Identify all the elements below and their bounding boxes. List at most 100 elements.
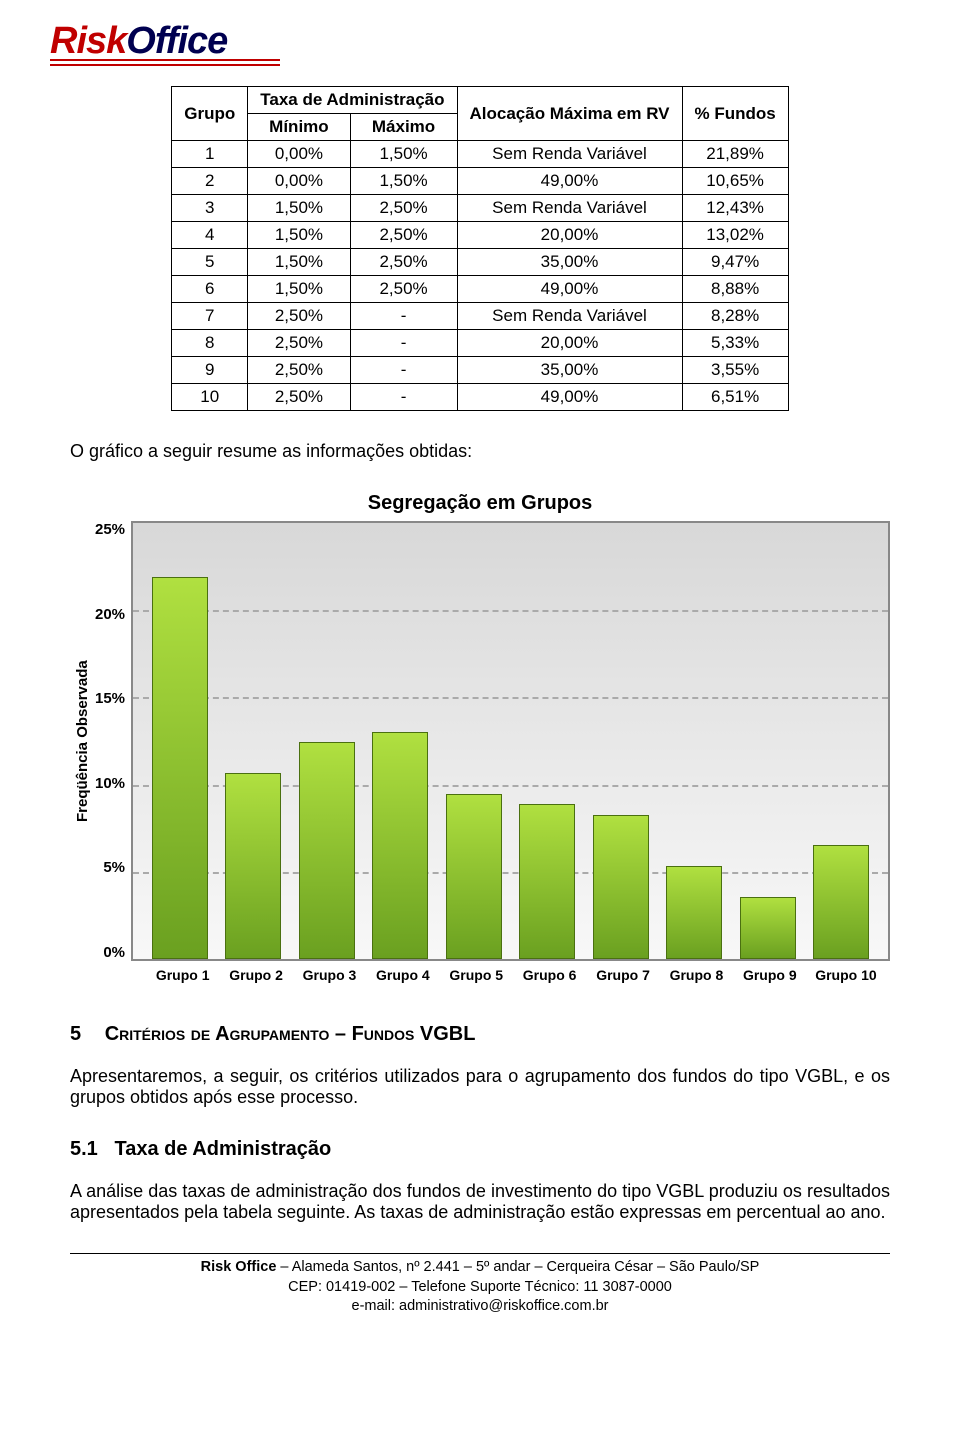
table-cell: 12,43% bbox=[682, 195, 788, 222]
chart-y-label: Freqüência Observada bbox=[70, 521, 95, 961]
table-cell: 5,33% bbox=[682, 330, 788, 357]
bar bbox=[740, 897, 796, 959]
table-cell: 49,00% bbox=[457, 168, 682, 195]
x-tick: Grupo 9 bbox=[742, 967, 798, 983]
x-tick: Grupo 8 bbox=[668, 967, 724, 983]
bar bbox=[446, 794, 502, 959]
table-cell: 9,47% bbox=[682, 249, 788, 276]
table-cell: 10 bbox=[172, 384, 248, 411]
x-tick: Grupo 4 bbox=[375, 967, 431, 983]
table-cell: 2 bbox=[172, 168, 248, 195]
table-cell: 0,00% bbox=[248, 141, 350, 168]
table-cell: 7 bbox=[172, 303, 248, 330]
chart-plot bbox=[131, 521, 890, 961]
section-5-1-title: Taxa de Administração bbox=[114, 1138, 331, 1160]
section-5-num: 5 bbox=[70, 1023, 81, 1045]
table-cell: 0,00% bbox=[248, 168, 350, 195]
table-cell: 6,51% bbox=[682, 384, 788, 411]
data-table: Grupo Taxa de Administração Alocação Máx… bbox=[171, 86, 788, 411]
logo-part2: Office bbox=[126, 20, 227, 62]
table-cell: 3,55% bbox=[682, 357, 788, 384]
bar bbox=[593, 815, 649, 959]
logo-part1: Risk bbox=[50, 20, 126, 62]
bar bbox=[519, 804, 575, 959]
x-tick: Grupo 1 bbox=[155, 967, 211, 983]
y-tick: 25% bbox=[95, 521, 125, 538]
section-5-1-num: 5.1 bbox=[70, 1138, 98, 1160]
table-cell: - bbox=[350, 384, 457, 411]
table-cell: 49,00% bbox=[457, 384, 682, 411]
table-cell: 1,50% bbox=[248, 222, 350, 249]
table-cell: 8 bbox=[172, 330, 248, 357]
table-row: 92,50%-35,00%3,55% bbox=[172, 357, 788, 384]
logo: RiskOffice bbox=[50, 20, 910, 66]
th-alocacao: Alocação Máxima em RV bbox=[457, 87, 682, 141]
chart-x-axis: Grupo 1 Grupo 2 Grupo 3 Grupo 4 Grupo 5 Grupo… bbox=[136, 967, 890, 983]
bar bbox=[666, 866, 722, 959]
table-cell: 10,65% bbox=[682, 168, 788, 195]
table-cell: Sem Renda Variável bbox=[457, 303, 682, 330]
table-cell: 1,50% bbox=[248, 195, 350, 222]
th-minimo: Mínimo bbox=[248, 114, 350, 141]
table-row: 72,50%-Sem Renda Variável8,28% bbox=[172, 303, 788, 330]
table-cell: 2,50% bbox=[248, 330, 350, 357]
chart: Segregação em Grupos Freqüência Observad… bbox=[70, 492, 890, 983]
th-maximo: Máximo bbox=[350, 114, 457, 141]
table-row: 41,50%2,50%20,00%13,02% bbox=[172, 222, 788, 249]
x-tick: Grupo 5 bbox=[448, 967, 504, 983]
bar bbox=[225, 773, 281, 959]
table-row: 102,50%-49,00%6,51% bbox=[172, 384, 788, 411]
table-cell: 2,50% bbox=[248, 357, 350, 384]
bar bbox=[372, 732, 428, 959]
section-5-1-para: A análise das taxas de administração dos… bbox=[70, 1181, 890, 1223]
y-tick: 10% bbox=[95, 775, 125, 792]
table-cell: 2,50% bbox=[248, 384, 350, 411]
table-cell: Sem Renda Variável bbox=[457, 195, 682, 222]
table-cell: 2,50% bbox=[350, 276, 457, 303]
section-5-title: Critérios de Agrupamento – Fundos VGBL bbox=[105, 1023, 476, 1045]
th-fundos: % Fundos bbox=[682, 87, 788, 141]
x-tick: Grupo 2 bbox=[228, 967, 284, 983]
section-5-1-heading: 5.1 Taxa de Administração bbox=[70, 1138, 890, 1161]
table-cell: 8,88% bbox=[682, 276, 788, 303]
table-cell: 1,50% bbox=[350, 168, 457, 195]
table-cell: 20,00% bbox=[457, 222, 682, 249]
table-cell: Sem Renda Variável bbox=[457, 141, 682, 168]
chart-title: Segregação em Grupos bbox=[70, 492, 890, 515]
table-cell: - bbox=[350, 303, 457, 330]
footer-line1: – Alameda Santos, nº 2.441 – 5º andar – … bbox=[280, 1259, 759, 1275]
x-tick: Grupo 3 bbox=[301, 967, 357, 983]
y-tick: 20% bbox=[95, 606, 125, 623]
chart-y-axis: 25%20%15%10%5%0% bbox=[95, 521, 131, 961]
table-cell: 8,28% bbox=[682, 303, 788, 330]
bar bbox=[299, 742, 355, 959]
th-grupo: Grupo bbox=[172, 87, 248, 141]
table-cell: 1 bbox=[172, 141, 248, 168]
table-cell: 2,50% bbox=[248, 303, 350, 330]
table-cell: 1,50% bbox=[350, 141, 457, 168]
y-tick: 5% bbox=[95, 859, 125, 876]
table-row: 31,50%2,50%Sem Renda Variável12,43% bbox=[172, 195, 788, 222]
bar bbox=[152, 577, 208, 959]
table-row: 51,50%2,50%35,00%9,47% bbox=[172, 249, 788, 276]
x-tick: Grupo 7 bbox=[595, 967, 651, 983]
table-cell: 21,89% bbox=[682, 141, 788, 168]
x-tick: Grupo 10 bbox=[815, 967, 871, 983]
table-row: 10,00%1,50%Sem Renda Variável21,89% bbox=[172, 141, 788, 168]
table-cell: 6 bbox=[172, 276, 248, 303]
x-tick: Grupo 6 bbox=[522, 967, 578, 983]
table-cell: 1,50% bbox=[248, 276, 350, 303]
table-cell: 49,00% bbox=[457, 276, 682, 303]
y-tick: 0% bbox=[95, 944, 125, 961]
th-taxa: Taxa de Administração bbox=[248, 87, 457, 114]
bar bbox=[813, 845, 869, 959]
table-cell: - bbox=[350, 357, 457, 384]
table-row: 20,00%1,50%49,00%10,65% bbox=[172, 168, 788, 195]
table-cell: 2,50% bbox=[350, 249, 457, 276]
table-cell: 35,00% bbox=[457, 249, 682, 276]
table-cell: 1,50% bbox=[248, 249, 350, 276]
table-cell: 2,50% bbox=[350, 222, 457, 249]
table-cell: 5 bbox=[172, 249, 248, 276]
section-5-para: Apresentaremos, a seguir, os critérios u… bbox=[70, 1066, 890, 1108]
table-cell: 35,00% bbox=[457, 357, 682, 384]
